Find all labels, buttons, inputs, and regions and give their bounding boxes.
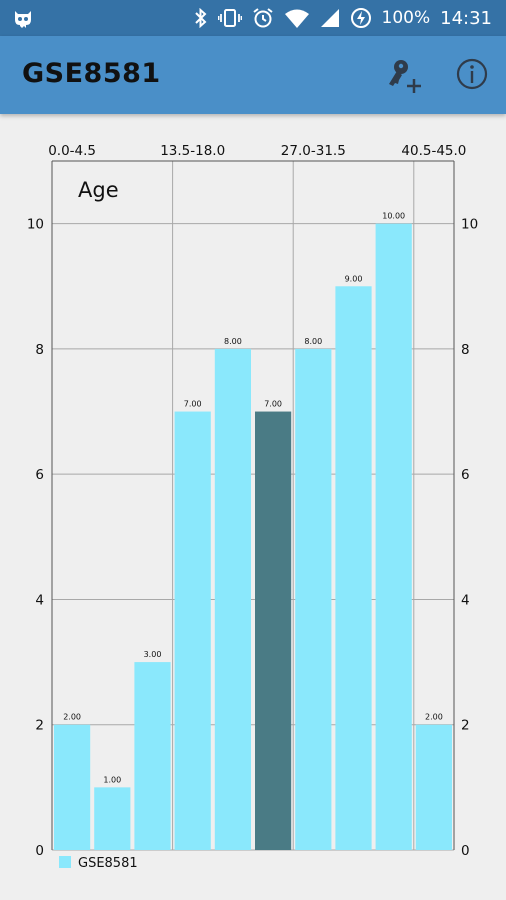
- bar-value-label: 8.00: [224, 337, 242, 346]
- bar-value-label: 3.00: [144, 650, 162, 659]
- chart-axes: 0 0 2 2 4 4 6 6 8 8 10 10 0.0-4.5 13.5-18.0 27.0-31.5 4…: [27, 143, 478, 859]
- y-tick-label-left: 6: [35, 467, 44, 483]
- key-add-icon: [389, 60, 421, 93]
- app-bar: GSE8581: [0, 36, 506, 114]
- chart-bars: [54, 223, 452, 850]
- bar-chart: Age 2.00 1.00 3.00 7.00 8.00 7.00 8.00 9.00 10.0…: [27, 143, 478, 871]
- y-tick-label-right: 4: [461, 592, 470, 608]
- info-button[interactable]: [454, 56, 490, 92]
- status-bar: 100% 14:31: [0, 0, 506, 36]
- chart-legend: GSE8581: [59, 856, 138, 871]
- bar[interactable]: [295, 348, 332, 850]
- alarm-icon: [252, 7, 274, 29]
- y-tick-label-right: 2: [461, 718, 470, 734]
- bar[interactable]: [214, 348, 251, 850]
- y-tick-label-right: 0: [461, 843, 470, 859]
- battery-saver-icon: [350, 7, 372, 29]
- signal-icon: [320, 8, 340, 28]
- x-tick-label: 27.0-31.5: [281, 143, 346, 159]
- bar[interactable]: [255, 411, 292, 850]
- chart-value-labels: 2.00 1.00 3.00 7.00 8.00 7.00 8.00 9.00 10.00 2.0…: [63, 212, 443, 785]
- page-title: GSE8581: [22, 58, 161, 89]
- bar-value-label: 2.00: [63, 713, 81, 722]
- ghost-icon: [12, 7, 34, 33]
- vibrate-icon: [217, 8, 242, 28]
- bar-value-label: 7.00: [184, 400, 202, 409]
- y-tick-label-left: 10: [27, 217, 44, 233]
- legend-label: GSE8581: [78, 856, 138, 871]
- clock: 14:31: [440, 7, 492, 29]
- bluetooth-icon: [194, 8, 208, 28]
- bar[interactable]: [375, 223, 412, 850]
- y-tick-label-left: 2: [35, 718, 44, 734]
- y-tick-label-right: 10: [461, 217, 478, 233]
- bar-value-label: 2.00: [425, 713, 443, 722]
- y-tick-label-left: 8: [35, 342, 44, 358]
- y-tick-label-right: 6: [461, 467, 470, 483]
- bar-value-label: 8.00: [304, 337, 322, 346]
- add-key-button[interactable]: [384, 56, 424, 96]
- wifi-icon: [284, 8, 310, 28]
- y-tick-label-right: 8: [461, 342, 470, 358]
- x-tick-label: 40.5-45.0: [401, 143, 466, 159]
- y-tick-label-left: 4: [35, 592, 44, 608]
- bar-value-label: 10.00: [382, 212, 405, 221]
- bar[interactable]: [174, 411, 211, 850]
- bar-value-label: 9.00: [345, 274, 363, 283]
- bar-value-label: 1.00: [103, 775, 121, 784]
- bar[interactable]: [54, 724, 91, 850]
- chart-title: Age: [78, 178, 119, 202]
- battery-percent: 100%: [381, 8, 431, 28]
- bar[interactable]: [134, 662, 171, 850]
- y-tick-label-left: 0: [35, 843, 44, 859]
- legend-swatch: [59, 856, 71, 868]
- bar[interactable]: [94, 787, 131, 850]
- bar-value-label: 7.00: [264, 400, 282, 409]
- bar[interactable]: [415, 724, 452, 850]
- info-icon: [456, 58, 488, 90]
- x-tick-label: 13.5-18.0: [160, 143, 225, 159]
- bar[interactable]: [335, 286, 372, 850]
- x-tick-label: 0.0-4.5: [48, 143, 96, 159]
